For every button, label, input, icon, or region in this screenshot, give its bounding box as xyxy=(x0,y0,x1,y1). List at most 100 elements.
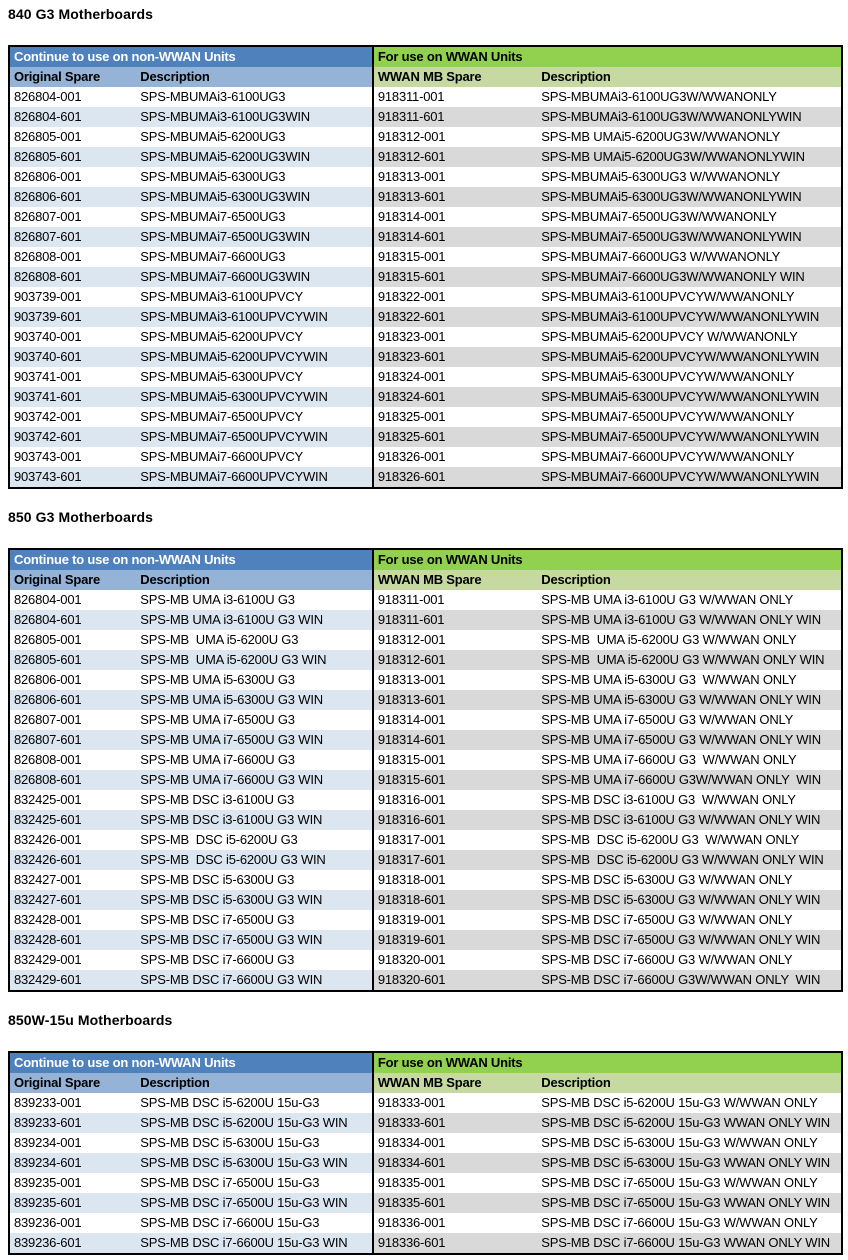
table-row: 903742-601 SPS-MBUMAi7-6500UPVCYWIN 918325… xyxy=(9,427,842,447)
cell-non-wwan-description: SPS-MB UMA i5-6300U G3 xyxy=(136,670,373,690)
table-row: 826804-601 SPS-MBUMAi3-6100UG3WIN 918311-6… xyxy=(9,107,842,127)
cell-non-wwan-description: SPS-MB DSC i5-6300U G3 xyxy=(136,870,373,890)
table-row: 839235-601 SPS-MB DSC i7-6500U 15u-G3 WIN… xyxy=(9,1193,842,1213)
cell-wwan-mb-spare: 918313-001 xyxy=(371,167,538,187)
cell-wwan-description: SPS-MBUMAi3-6100UPVCYW/WWANONLY xyxy=(537,287,842,307)
cell-wwan-description: SPS-MB DSC i3-6100U G3 W/WWAN ONLY WIN xyxy=(537,810,842,830)
cell-wwan-description: SPS-MBUMAi7-6500UPVCYW/WWANONLY xyxy=(537,407,842,427)
cell-non-wwan-description: SPS-MB DSC i3-6100U G3 WIN xyxy=(136,810,373,830)
cell-non-wwan-description: SPS-MBUMAi5-6200UG3 xyxy=(136,127,373,147)
cell-wwan-mb-spare: 918315-601 xyxy=(371,267,538,287)
section-850-g3: 850 G3 Motherboards Continue to use on n… xyxy=(8,509,843,992)
cell-non-wwan-description: SPS-MB UMA i5-6200U G3 xyxy=(136,630,373,650)
cell-original-spare: 832429-001 xyxy=(9,950,137,970)
table-row: 832425-601 SPS-MB DSC i3-6100U G3 WIN 9183… xyxy=(9,810,842,830)
cell-original-spare: 826805-001 xyxy=(9,630,137,650)
cell-non-wwan-description: SPS-MB UMA i5-6300U G3 WIN xyxy=(136,690,373,710)
band-header-row: Continue to use on non-WWAN Units For us… xyxy=(9,1052,842,1073)
table-row: 826805-601 SPS-MB UMA i5-6200U G3 WIN 9183… xyxy=(9,650,842,670)
table-row: 839236-001 SPS-MB DSC i7-6600U 15u-G3 9183… xyxy=(9,1213,842,1233)
table-body: 839233-001 SPS-MB DSC i5-6200U 15u-G3 9183… xyxy=(9,1093,842,1254)
cell-non-wwan-description: SPS-MB DSC i7-6600U 15u-G3 xyxy=(136,1213,373,1233)
cell-original-spare: 826806-001 xyxy=(9,167,137,187)
cell-non-wwan-description: SPS-MBUMAi5-6300UG3 xyxy=(136,167,373,187)
cell-wwan-mb-spare: 918325-601 xyxy=(371,427,538,447)
table-row: 903741-001 SPS-MBUMAi5-6300UPVCY 918324-00… xyxy=(9,367,842,387)
cell-wwan-mb-spare: 918334-601 xyxy=(371,1153,538,1173)
cell-original-spare: 839233-001 xyxy=(9,1093,137,1113)
cell-wwan-description: SPS-MB UMA i3-6100U G3 W/WWAN ONLY xyxy=(537,590,842,610)
cell-non-wwan-description: SPS-MB UMA i3-6100U G3 xyxy=(136,590,373,610)
cell-non-wwan-description: SPS-MBUMAi7-6600UG3 xyxy=(136,247,373,267)
cell-wwan-mb-spare: 918315-001 xyxy=(371,750,538,770)
cell-wwan-mb-spare: 918318-001 xyxy=(371,870,538,890)
cell-original-spare: 826807-001 xyxy=(9,710,137,730)
cell-original-spare: 839233-601 xyxy=(9,1113,137,1133)
table-row: 826804-001 SPS-MBUMAi3-6100UG3 918311-001 S… xyxy=(9,87,842,107)
cell-wwan-mb-spare: 918323-001 xyxy=(371,327,538,347)
cell-wwan-mb-spare: 918322-001 xyxy=(371,287,538,307)
non-wwan-band-header: Continue to use on non-WWAN Units xyxy=(9,549,373,570)
cell-original-spare: 832428-601 xyxy=(9,930,137,950)
cell-wwan-mb-spare: 918314-001 xyxy=(371,207,538,227)
cell-original-spare: 903741-001 xyxy=(9,367,137,387)
cell-wwan-description: SPS-MB DSC i5-6200U 15u-G3 WWAN ONLY WIN xyxy=(537,1113,842,1133)
cell-non-wwan-description: SPS-MBUMAi3-6100UPVCYWIN xyxy=(136,307,373,327)
cell-non-wwan-description: SPS-MBUMAi5-6200UPVCYWIN xyxy=(136,347,373,367)
table-row: 903742-001 SPS-MBUMAi7-6500UPVCY 918325-00… xyxy=(9,407,842,427)
cell-wwan-description: SPS-MBUMAi5-6300UG3 W/WWANONLY xyxy=(537,167,842,187)
cell-wwan-description: SPS-MBUMAi5-6300UPVCYW/WWANONLYWIN xyxy=(537,387,842,407)
cell-wwan-description: SPS-MBUMAi7-6500UPVCYW/WWANONLYWIN xyxy=(537,427,842,447)
column-header-original-spare: Original Spare xyxy=(9,570,137,590)
cell-original-spare: 832429-601 xyxy=(9,970,137,991)
table-row: 826807-601 SPS-MB UMA i7-6500U G3 WIN 9183… xyxy=(9,730,842,750)
cell-wwan-mb-spare: 918314-601 xyxy=(371,227,538,247)
cell-non-wwan-description: SPS-MBUMAi7-6500UG3 xyxy=(136,207,373,227)
table-row: 826805-001 SPS-MB UMA i5-6200U G3 918312-0… xyxy=(9,630,842,650)
table-row: 826808-001 SPS-MB UMA i7-6600U G3 918315-0… xyxy=(9,750,842,770)
cell-original-spare: 903740-001 xyxy=(9,327,137,347)
column-header-description: Description xyxy=(537,1073,842,1093)
cell-wwan-description: SPS-MB DSC i7-6600U 15u-G3 W/WWAN ONLY xyxy=(537,1213,842,1233)
table-row: 839234-001 SPS-MB DSC i5-6300U 15u-G3 9183… xyxy=(9,1133,842,1153)
cell-original-spare: 826807-001 xyxy=(9,207,137,227)
cell-wwan-mb-spare: 918336-601 xyxy=(371,1233,538,1254)
cell-wwan-mb-spare: 918323-601 xyxy=(371,347,538,367)
non-wwan-band-header: Continue to use on non-WWAN Units xyxy=(9,1052,373,1073)
cell-wwan-mb-spare: 918335-601 xyxy=(371,1193,538,1213)
cell-non-wwan-description: SPS-MBUMAi3-6100UPVCY xyxy=(136,287,373,307)
table-row: 832426-001 SPS-MB DSC i5-6200U G3 918317-0… xyxy=(9,830,842,850)
band-header-row: Continue to use on non-WWAN Units For us… xyxy=(9,549,842,570)
cell-original-spare: 826808-001 xyxy=(9,750,137,770)
cell-wwan-mb-spare: 918311-001 xyxy=(371,590,538,610)
cell-original-spare: 839235-001 xyxy=(9,1173,137,1193)
table-row: 832427-001 SPS-MB DSC i5-6300U G3 918318-0… xyxy=(9,870,842,890)
cell-non-wwan-description: SPS-MB UMA i7-6600U G3 WIN xyxy=(136,770,373,790)
cell-original-spare: 826808-601 xyxy=(9,267,137,287)
cell-original-spare: 832427-001 xyxy=(9,870,137,890)
cell-wwan-description: SPS-MBUMAi7-6500UG3W/WWANONLY xyxy=(537,207,842,227)
cell-wwan-mb-spare: 918311-601 xyxy=(371,610,538,630)
cell-wwan-description: SPS-MB DSC i5-6300U G3 W/WWAN ONLY xyxy=(537,870,842,890)
cell-wwan-mb-spare: 918317-001 xyxy=(371,830,538,850)
column-header-description: Description xyxy=(537,67,842,87)
cell-wwan-mb-spare: 918324-601 xyxy=(371,387,538,407)
cell-non-wwan-description: SPS-MB DSC i7-6600U G3 WIN xyxy=(136,970,373,991)
table-row: 832429-601 SPS-MB DSC i7-6600U G3 WIN 9183… xyxy=(9,970,842,991)
cell-original-spare: 826805-601 xyxy=(9,650,137,670)
cell-original-spare: 826804-001 xyxy=(9,87,137,107)
table-row: 826805-001 SPS-MBUMAi5-6200UG3 918312-001 S… xyxy=(9,127,842,147)
cell-wwan-mb-spare: 918315-001 xyxy=(371,247,538,267)
cell-wwan-mb-spare: 918326-601 xyxy=(371,467,538,488)
cell-wwan-mb-spare: 918320-601 xyxy=(371,970,538,991)
cell-wwan-mb-spare: 918316-001 xyxy=(371,790,538,810)
cell-wwan-description: SPS-MB DSC i5-6300U 15u-G3 WWAN ONLY WIN xyxy=(537,1153,842,1173)
cell-wwan-description: SPS-MB DSC i7-6500U G3 W/WWAN ONLY xyxy=(537,910,842,930)
cell-wwan-description: SPS-MBUMAi5-6200UPVCY W/WWANONLY xyxy=(537,327,842,347)
cell-non-wwan-description: SPS-MB DSC i7-6600U 15u-G3 WIN xyxy=(136,1233,373,1254)
cell-original-spare: 826804-601 xyxy=(9,610,137,630)
parts-table-850w-15u: Continue to use on non-WWAN Units For us… xyxy=(8,1051,843,1255)
cell-wwan-description: SPS-MB UMA i5-6300U G3 W/WWAN ONLY xyxy=(537,670,842,690)
cell-wwan-description: SPS-MBUMAi3-6100UG3W/WWANONLY xyxy=(537,87,842,107)
